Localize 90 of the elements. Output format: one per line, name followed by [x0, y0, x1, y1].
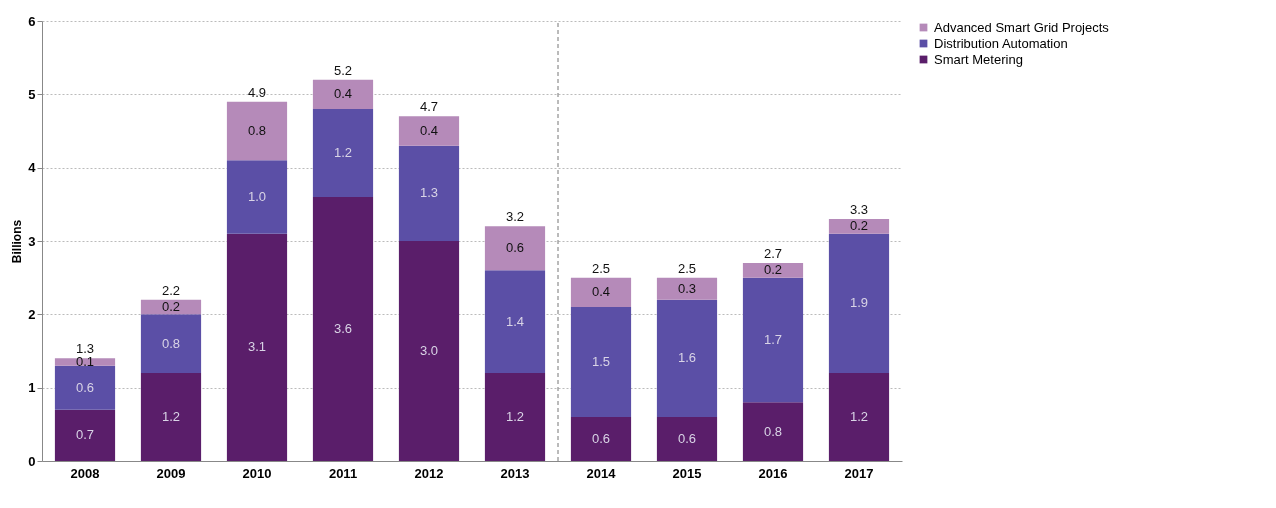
data-label: 0.2	[849, 218, 869, 234]
data-label: 1.4	[505, 313, 525, 329]
bar	[226, 233, 288, 461]
bar	[398, 145, 460, 241]
x-tick-label: 2016	[758, 465, 788, 481]
bar	[828, 233, 890, 373]
legend-label: Advanced Smart Grid Projects	[934, 19, 1110, 35]
bar	[484, 373, 546, 461]
bar	[140, 314, 202, 373]
bar	[226, 101, 288, 161]
data-label: 0.8	[763, 423, 783, 439]
data-label: 0.6	[505, 240, 525, 256]
data-label: 0.2	[161, 299, 181, 314]
bar	[570, 417, 632, 461]
x-tick-label: 2013	[500, 465, 530, 481]
data-label: 1.2	[161, 409, 181, 424]
bar	[656, 417, 718, 461]
y-tick-label: 3	[28, 233, 36, 249]
data-label: 3.1	[247, 339, 267, 355]
bar	[570, 277, 632, 307]
data-label: 0.8	[247, 123, 267, 138]
total-label: 5.2	[333, 62, 353, 78]
data-label: 1.2	[505, 409, 525, 424]
data-label: 1.3	[419, 185, 439, 201]
bar	[484, 270, 546, 373]
data-label: 0.6	[677, 431, 697, 446]
data-label: 1.6	[677, 350, 697, 366]
data-label: 1.2	[333, 145, 353, 160]
x-tick-label: 2014	[586, 465, 617, 481]
data-label: 1.2	[849, 409, 869, 424]
bar	[398, 241, 460, 461]
bar	[656, 299, 718, 417]
total-label: 2.7	[763, 246, 783, 261]
y-tick-label: 5	[28, 86, 36, 102]
legend-label: Distribution Automation	[934, 35, 1068, 51]
data-label: 0.6	[75, 379, 95, 395]
bar	[54, 358, 116, 366]
bar	[570, 307, 632, 417]
bar	[226, 160, 288, 234]
total-label: 3.2	[505, 209, 525, 225]
bar	[828, 373, 890, 461]
data-label: 1.7	[763, 332, 783, 347]
y-tick-label: 2	[28, 306, 36, 322]
y-tick-label: 6	[28, 13, 36, 29]
bar	[312, 79, 374, 109]
total-label: 3.3	[849, 202, 869, 217]
data-label: 3.6	[333, 321, 353, 336]
legend-label: Smart Metering	[934, 51, 1023, 67]
data-label: 1.0	[247, 189, 267, 204]
data-label: 1.5	[591, 354, 611, 369]
data-label: 0.6	[591, 431, 611, 446]
bar	[312, 197, 374, 461]
data-label: 0.8	[161, 335, 181, 351]
bar	[828, 219, 890, 234]
x-tick-label: 2015	[672, 465, 702, 481]
x-tick-label: 2010	[242, 465, 272, 481]
x-tick-label: 2008	[70, 465, 100, 481]
x-tick-label: 2017	[844, 465, 874, 481]
x-tick-label: 2012	[414, 465, 444, 481]
total-label: 2.2	[161, 282, 181, 298]
x-tick-label: 2009	[156, 465, 186, 481]
data-label: 0.4	[591, 284, 611, 300]
data-label: 0.7	[75, 427, 95, 443]
y-tick-label: 1	[28, 380, 36, 396]
data-label: 1.9	[849, 295, 869, 311]
data-label: 0.3	[677, 280, 697, 296]
data-label: 0.2	[763, 262, 783, 278]
bar	[54, 409, 116, 461]
data-label: 3.0	[419, 343, 439, 358]
data-label: 0.1	[75, 354, 95, 369]
data-label: 0.4	[419, 123, 439, 138]
y-axis-title: Billions	[10, 219, 25, 264]
total-label: 4.7	[419, 99, 439, 115]
total-label: 2.5	[591, 260, 611, 276]
y-tick-label: 0	[28, 453, 36, 469]
bar	[54, 365, 116, 410]
bar	[742, 277, 804, 403]
bar	[656, 277, 718, 300]
bar	[398, 116, 460, 146]
bar	[742, 263, 804, 278]
x-tick-label: 2011	[328, 465, 358, 481]
bar	[312, 109, 374, 197]
data-label: 0.4	[333, 86, 353, 102]
bar	[742, 402, 804, 461]
bar	[484, 226, 546, 271]
total-label: 4.9	[247, 84, 267, 100]
bar	[140, 373, 202, 461]
total-label: 2.5	[677, 260, 697, 276]
total-label: 1.3	[75, 341, 95, 357]
y-tick-label: 4	[28, 160, 37, 176]
